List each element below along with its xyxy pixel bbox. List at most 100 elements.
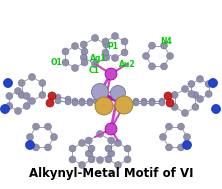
Circle shape bbox=[18, 80, 25, 87]
Circle shape bbox=[71, 43, 79, 50]
Circle shape bbox=[23, 92, 30, 99]
Circle shape bbox=[85, 150, 92, 157]
Circle shape bbox=[28, 98, 36, 105]
Circle shape bbox=[69, 145, 76, 152]
Circle shape bbox=[46, 99, 54, 107]
Circle shape bbox=[212, 105, 220, 114]
Circle shape bbox=[72, 100, 78, 106]
Circle shape bbox=[164, 92, 172, 100]
Text: Ag1: Ag1 bbox=[90, 54, 107, 63]
Text: Alkynyl-Metal Motif of VI: Alkynyl-Metal Motif of VI bbox=[29, 167, 193, 180]
Circle shape bbox=[88, 156, 95, 163]
Circle shape bbox=[85, 137, 92, 144]
Text: N4: N4 bbox=[160, 36, 172, 46]
Circle shape bbox=[166, 99, 174, 107]
Circle shape bbox=[133, 98, 139, 104]
Circle shape bbox=[87, 98, 93, 104]
Circle shape bbox=[111, 85, 125, 101]
Circle shape bbox=[80, 54, 87, 61]
Circle shape bbox=[111, 54, 119, 61]
Circle shape bbox=[6, 92, 13, 99]
Circle shape bbox=[26, 133, 34, 140]
Circle shape bbox=[115, 96, 133, 114]
Circle shape bbox=[80, 41, 87, 48]
Circle shape bbox=[182, 140, 192, 149]
Circle shape bbox=[196, 95, 204, 102]
Circle shape bbox=[32, 123, 40, 130]
Circle shape bbox=[65, 96, 71, 102]
Circle shape bbox=[39, 80, 46, 87]
Circle shape bbox=[23, 102, 30, 109]
Circle shape bbox=[115, 139, 121, 146]
Circle shape bbox=[91, 35, 99, 42]
Circle shape bbox=[192, 104, 199, 111]
Circle shape bbox=[55, 94, 61, 100]
Circle shape bbox=[208, 78, 218, 88]
Circle shape bbox=[205, 91, 212, 98]
Circle shape bbox=[124, 156, 131, 163]
Circle shape bbox=[149, 98, 155, 104]
Circle shape bbox=[105, 68, 117, 80]
Circle shape bbox=[103, 54, 110, 61]
Circle shape bbox=[71, 64, 79, 71]
Circle shape bbox=[143, 53, 149, 60]
Circle shape bbox=[205, 81, 212, 88]
Circle shape bbox=[149, 100, 155, 106]
Circle shape bbox=[44, 123, 52, 130]
Circle shape bbox=[97, 156, 103, 163]
Text: O1: O1 bbox=[51, 58, 63, 67]
Circle shape bbox=[102, 49, 109, 56]
Circle shape bbox=[105, 145, 112, 152]
Circle shape bbox=[79, 98, 85, 104]
Circle shape bbox=[159, 133, 166, 140]
Circle shape bbox=[121, 38, 128, 45]
Circle shape bbox=[88, 145, 95, 152]
Circle shape bbox=[103, 41, 110, 48]
Circle shape bbox=[108, 137, 115, 144]
Circle shape bbox=[50, 133, 57, 140]
Circle shape bbox=[165, 123, 172, 130]
Circle shape bbox=[133, 100, 139, 106]
Circle shape bbox=[95, 97, 113, 115]
Circle shape bbox=[72, 98, 78, 104]
Circle shape bbox=[65, 99, 71, 105]
Text: C1: C1 bbox=[89, 66, 100, 75]
Circle shape bbox=[111, 33, 119, 40]
Circle shape bbox=[188, 81, 195, 88]
Circle shape bbox=[166, 53, 174, 60]
Circle shape bbox=[178, 123, 184, 130]
Circle shape bbox=[125, 98, 131, 104]
Circle shape bbox=[184, 133, 190, 140]
Circle shape bbox=[165, 144, 172, 151]
Circle shape bbox=[14, 108, 22, 115]
Circle shape bbox=[44, 144, 52, 151]
Circle shape bbox=[115, 161, 121, 169]
Circle shape bbox=[26, 140, 34, 149]
Circle shape bbox=[14, 88, 22, 94]
Circle shape bbox=[171, 91, 178, 98]
Circle shape bbox=[79, 100, 85, 106]
Circle shape bbox=[121, 49, 128, 56]
Circle shape bbox=[48, 92, 56, 100]
Circle shape bbox=[6, 102, 13, 109]
Circle shape bbox=[28, 74, 36, 81]
Circle shape bbox=[188, 91, 195, 98]
Circle shape bbox=[108, 150, 115, 157]
Circle shape bbox=[141, 100, 147, 106]
Circle shape bbox=[149, 63, 155, 70]
Circle shape bbox=[93, 98, 99, 104]
Circle shape bbox=[79, 161, 85, 169]
Circle shape bbox=[182, 109, 188, 116]
Circle shape bbox=[32, 144, 40, 151]
Circle shape bbox=[192, 91, 199, 98]
Circle shape bbox=[0, 105, 10, 114]
Circle shape bbox=[62, 48, 69, 55]
Text: P1: P1 bbox=[108, 42, 119, 51]
Circle shape bbox=[196, 75, 204, 83]
Circle shape bbox=[39, 91, 46, 98]
Circle shape bbox=[4, 78, 12, 88]
Circle shape bbox=[62, 59, 69, 66]
Circle shape bbox=[87, 100, 93, 106]
Circle shape bbox=[159, 98, 165, 104]
Circle shape bbox=[18, 91, 25, 98]
